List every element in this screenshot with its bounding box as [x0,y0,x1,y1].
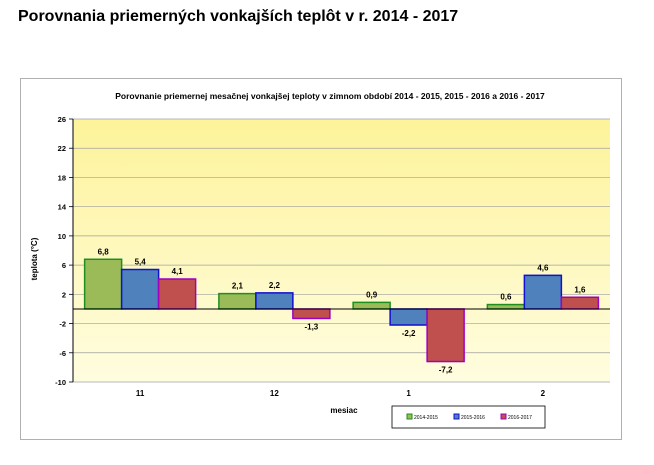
gridlines [73,118,610,383]
data-label: 4,6 [537,263,549,272]
bar [157,278,197,310]
data-label: 2,1 [232,282,244,291]
x-tick-label: 2 [541,389,546,398]
data-label: 0,6 [500,293,512,302]
x-axis-label: mesiac [330,406,358,415]
bar [389,308,428,326]
legend-box [391,405,546,429]
plot-area [73,119,610,382]
page-title: Porovnania priemerných vonkajších teplôt… [18,8,459,25]
y-axis-label: teplota (°C) [30,237,39,280]
bar [292,308,331,320]
y-tick-label: -6 [59,349,66,358]
data-label: -2,2 [402,329,416,338]
legend-swatch [406,413,413,420]
y-tick-label: 6 [62,261,66,270]
y-tick-label: -2 [59,320,66,329]
legend: 2014-2015 2015-2016 2016-2017 [391,405,546,429]
data-label: 5,4 [135,257,147,266]
y-tick-label: 18 [58,173,66,182]
data-label: 0,9 [366,290,378,299]
x-tick-label: 1 [406,389,411,398]
data-label: 4,1 [172,267,184,276]
x-tick-label: 11 [136,389,145,398]
y-tick-label: 26 [58,115,66,124]
y-tick-label: 22 [58,144,66,153]
legend-label: 2016-2017 [508,415,532,421]
data-label: 6,8 [98,247,110,256]
data-label: -1,3 [304,322,318,331]
data-label: 1,6 [574,285,586,294]
legend-swatch [500,413,507,420]
bar [486,303,526,310]
bar [218,292,257,310]
bar [426,308,465,363]
bar [523,274,563,310]
bar [255,292,294,310]
bars: 6,8 5,4 4,1 2,1 2,2 -1,3 0,9 -2,2 -7,2 0,6 4,6 1,6 [83,247,600,375]
data-label: -7,2 [439,366,453,375]
x-tick-label: 12 [270,389,279,398]
bar [83,258,123,310]
y-tick-label: 10 [58,232,66,241]
data-label: 2,2 [269,281,281,290]
bar [352,301,391,310]
legend-swatch [453,413,460,420]
y-tick-label: 14 [58,203,67,212]
legend-label: 2014-2015 [414,415,438,421]
y-tick-label: 2 [62,290,66,299]
bar [120,268,160,310]
y-tick-label: -10 [55,378,66,387]
chart-title: Porovnanie priemernej mesačnej vonkajšej… [115,91,545,101]
legend-label: 2015-2016 [461,415,485,421]
bar [560,296,600,310]
